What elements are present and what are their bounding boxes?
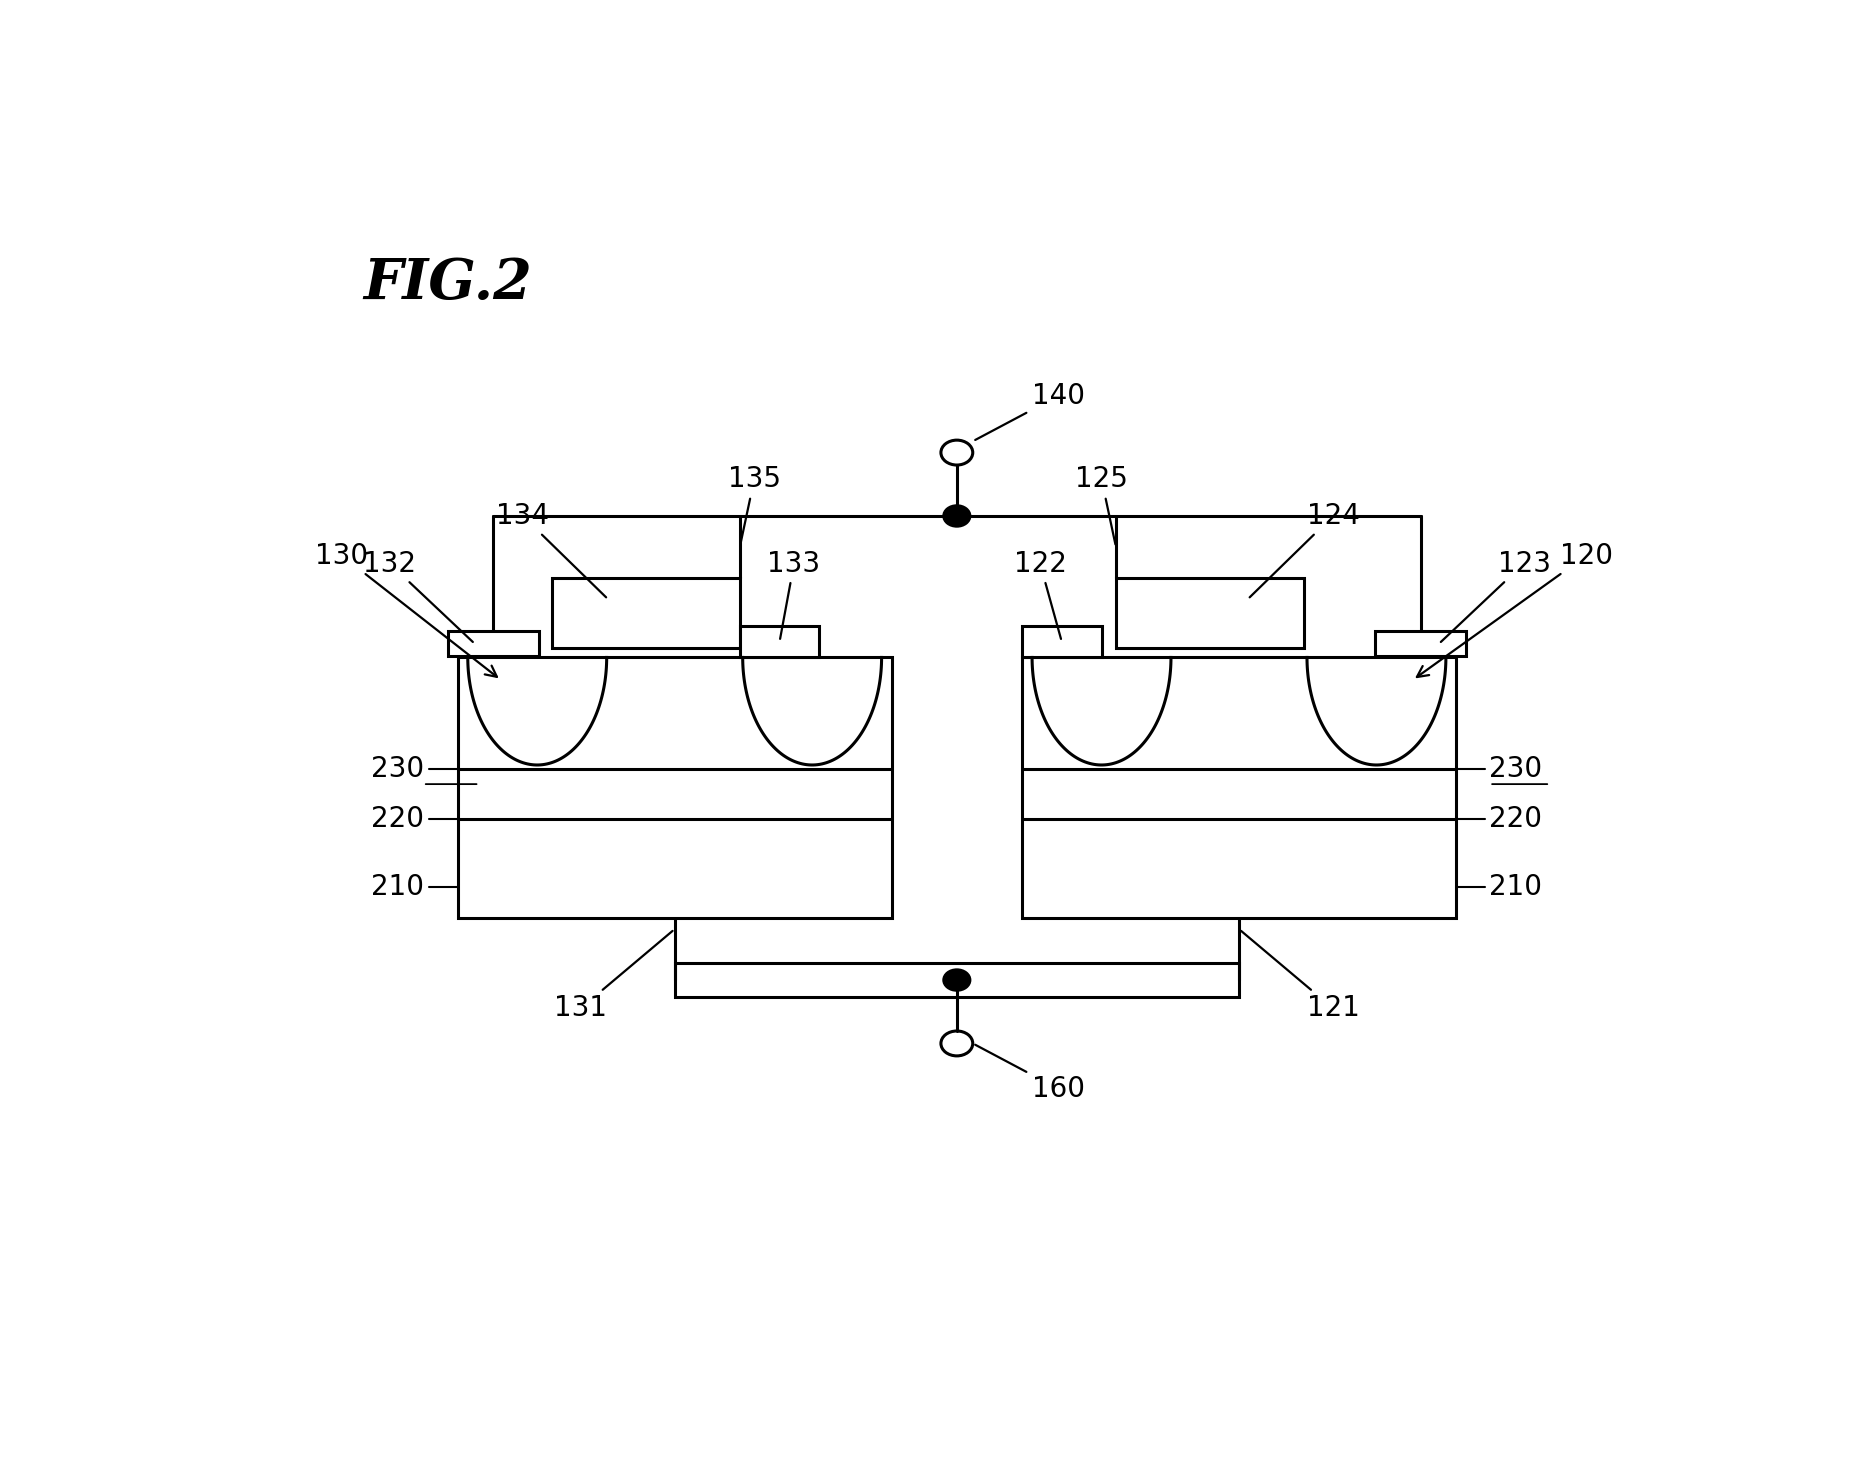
Text: 121: 121 [1242, 931, 1359, 1022]
Text: 230: 230 [372, 756, 424, 784]
Bar [448, 632, 540, 656]
Text: 125: 125 [1075, 465, 1128, 544]
Text: 132: 132 [364, 550, 472, 642]
Text: FIG.2: FIG.2 [364, 256, 532, 310]
Text: 123: 123 [1441, 550, 1550, 642]
Bar [1021, 626, 1102, 657]
Bar [457, 657, 892, 917]
Text: 124: 124 [1249, 501, 1359, 597]
Text: 122: 122 [1014, 550, 1066, 639]
Text: 120: 120 [1417, 541, 1613, 678]
Text: 210: 210 [1490, 873, 1542, 901]
Text: 230: 230 [1490, 756, 1542, 784]
Circle shape [945, 970, 969, 991]
Text: 130: 130 [316, 541, 497, 676]
Text: 133: 133 [767, 550, 821, 639]
Text: 134: 134 [497, 501, 607, 597]
Bar [1021, 657, 1456, 917]
Text: 135: 135 [728, 465, 780, 544]
Text: 220: 220 [1490, 806, 1542, 833]
Bar [674, 963, 1240, 997]
Text: 131: 131 [554, 931, 672, 1022]
Text: 220: 220 [372, 806, 424, 833]
Circle shape [945, 506, 969, 526]
Bar [553, 578, 739, 648]
Bar [739, 626, 820, 657]
Bar [1374, 632, 1466, 656]
Text: 160: 160 [975, 1045, 1085, 1102]
Text: 210: 210 [372, 873, 424, 901]
Bar [1116, 578, 1303, 648]
Text: 140: 140 [975, 382, 1085, 440]
